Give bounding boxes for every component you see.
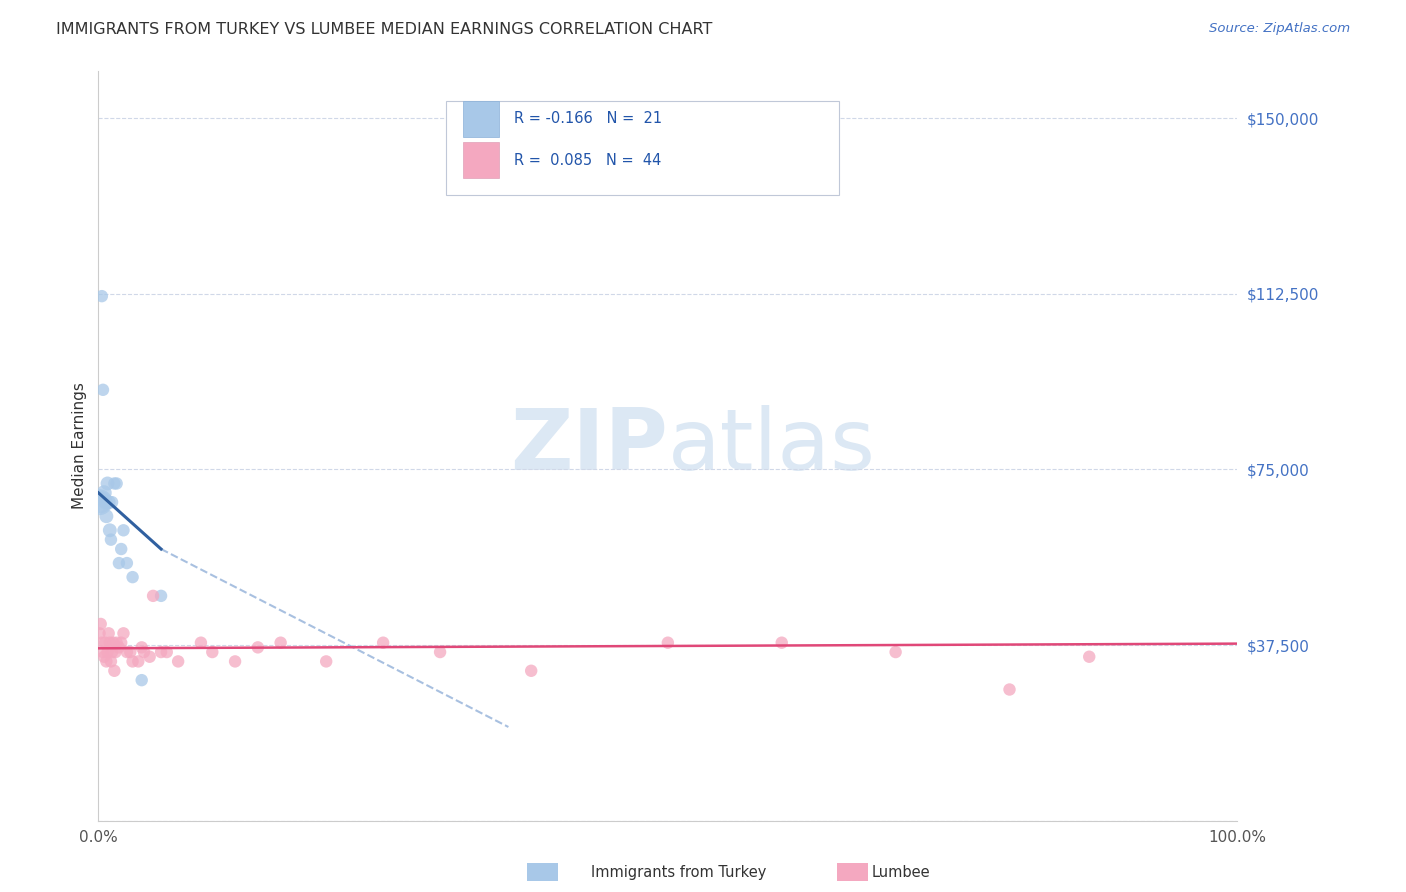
Point: [93, 649, 115, 664]
Point: [110, 635, 132, 649]
Bar: [463, 142, 499, 178]
Point: [94, 635, 117, 649]
Point: [201, 645, 224, 659]
Text: atlas: atlas: [668, 404, 876, 488]
Point: [98, 635, 121, 649]
Point: [97, 495, 120, 509]
Point: [96, 655, 118, 669]
Text: Lumbee: Lumbee: [872, 865, 931, 880]
Point: [270, 635, 292, 649]
Point: [121, 655, 143, 669]
Point: [115, 645, 138, 659]
Point: [110, 542, 132, 557]
Point: [132, 645, 155, 659]
Point: [90, 635, 112, 649]
Point: [90, 617, 112, 632]
Point: [103, 476, 125, 491]
Text: Source: ZipAtlas.com: Source: ZipAtlas.com: [1209, 22, 1350, 36]
Y-axis label: Median Earnings: Median Earnings: [72, 383, 87, 509]
Point: [121, 570, 143, 584]
Point: [90, 495, 112, 509]
Point: [96, 476, 118, 491]
Point: [246, 640, 269, 655]
Point: [100, 533, 122, 547]
Point: [190, 635, 212, 649]
Point: [150, 645, 173, 659]
Point: [104, 645, 127, 659]
Point: [127, 655, 149, 669]
Point: [520, 664, 543, 678]
Point: [100, 655, 122, 669]
Point: [315, 655, 337, 669]
Point: [108, 640, 131, 655]
Point: [131, 640, 153, 655]
Point: [93, 485, 115, 500]
Point: [91, 383, 114, 397]
Point: [156, 645, 179, 659]
Point: [94, 495, 117, 509]
Point: [101, 495, 124, 509]
Point: [1078, 649, 1101, 664]
Text: ZIP: ZIP: [510, 404, 668, 488]
Point: [103, 664, 125, 678]
Point: [112, 523, 135, 537]
Point: [89, 495, 111, 509]
Point: [112, 626, 135, 640]
Text: R = -0.166   N =  21: R = -0.166 N = 21: [515, 112, 662, 127]
Point: [167, 655, 190, 669]
Bar: [463, 101, 499, 137]
Text: Immigrants from Turkey: Immigrants from Turkey: [591, 865, 766, 880]
Point: [105, 635, 128, 649]
Point: [371, 635, 394, 649]
Point: [96, 645, 118, 659]
Point: [224, 655, 246, 669]
Point: [98, 523, 121, 537]
Point: [998, 682, 1021, 697]
Point: [89, 626, 111, 640]
Point: [97, 626, 120, 640]
Point: [103, 635, 125, 649]
Text: R =  0.085   N =  44: R = 0.085 N = 44: [515, 153, 661, 168]
Point: [142, 589, 165, 603]
Point: [91, 645, 114, 659]
Point: [138, 649, 160, 664]
Point: [429, 645, 451, 659]
Text: IMMIGRANTS FROM TURKEY VS LUMBEE MEDIAN EARNINGS CORRELATION CHART: IMMIGRANTS FROM TURKEY VS LUMBEE MEDIAN …: [56, 22, 713, 37]
Point: [150, 589, 173, 603]
Point: [884, 645, 907, 659]
Point: [90, 289, 112, 303]
FancyBboxPatch shape: [446, 102, 839, 195]
Point: [105, 476, 128, 491]
Point: [131, 673, 153, 688]
Point: [115, 556, 138, 570]
Point: [96, 509, 118, 524]
Point: [770, 635, 793, 649]
Point: [108, 556, 131, 570]
Point: [101, 645, 124, 659]
Point: [657, 635, 679, 649]
Point: [120, 645, 142, 659]
